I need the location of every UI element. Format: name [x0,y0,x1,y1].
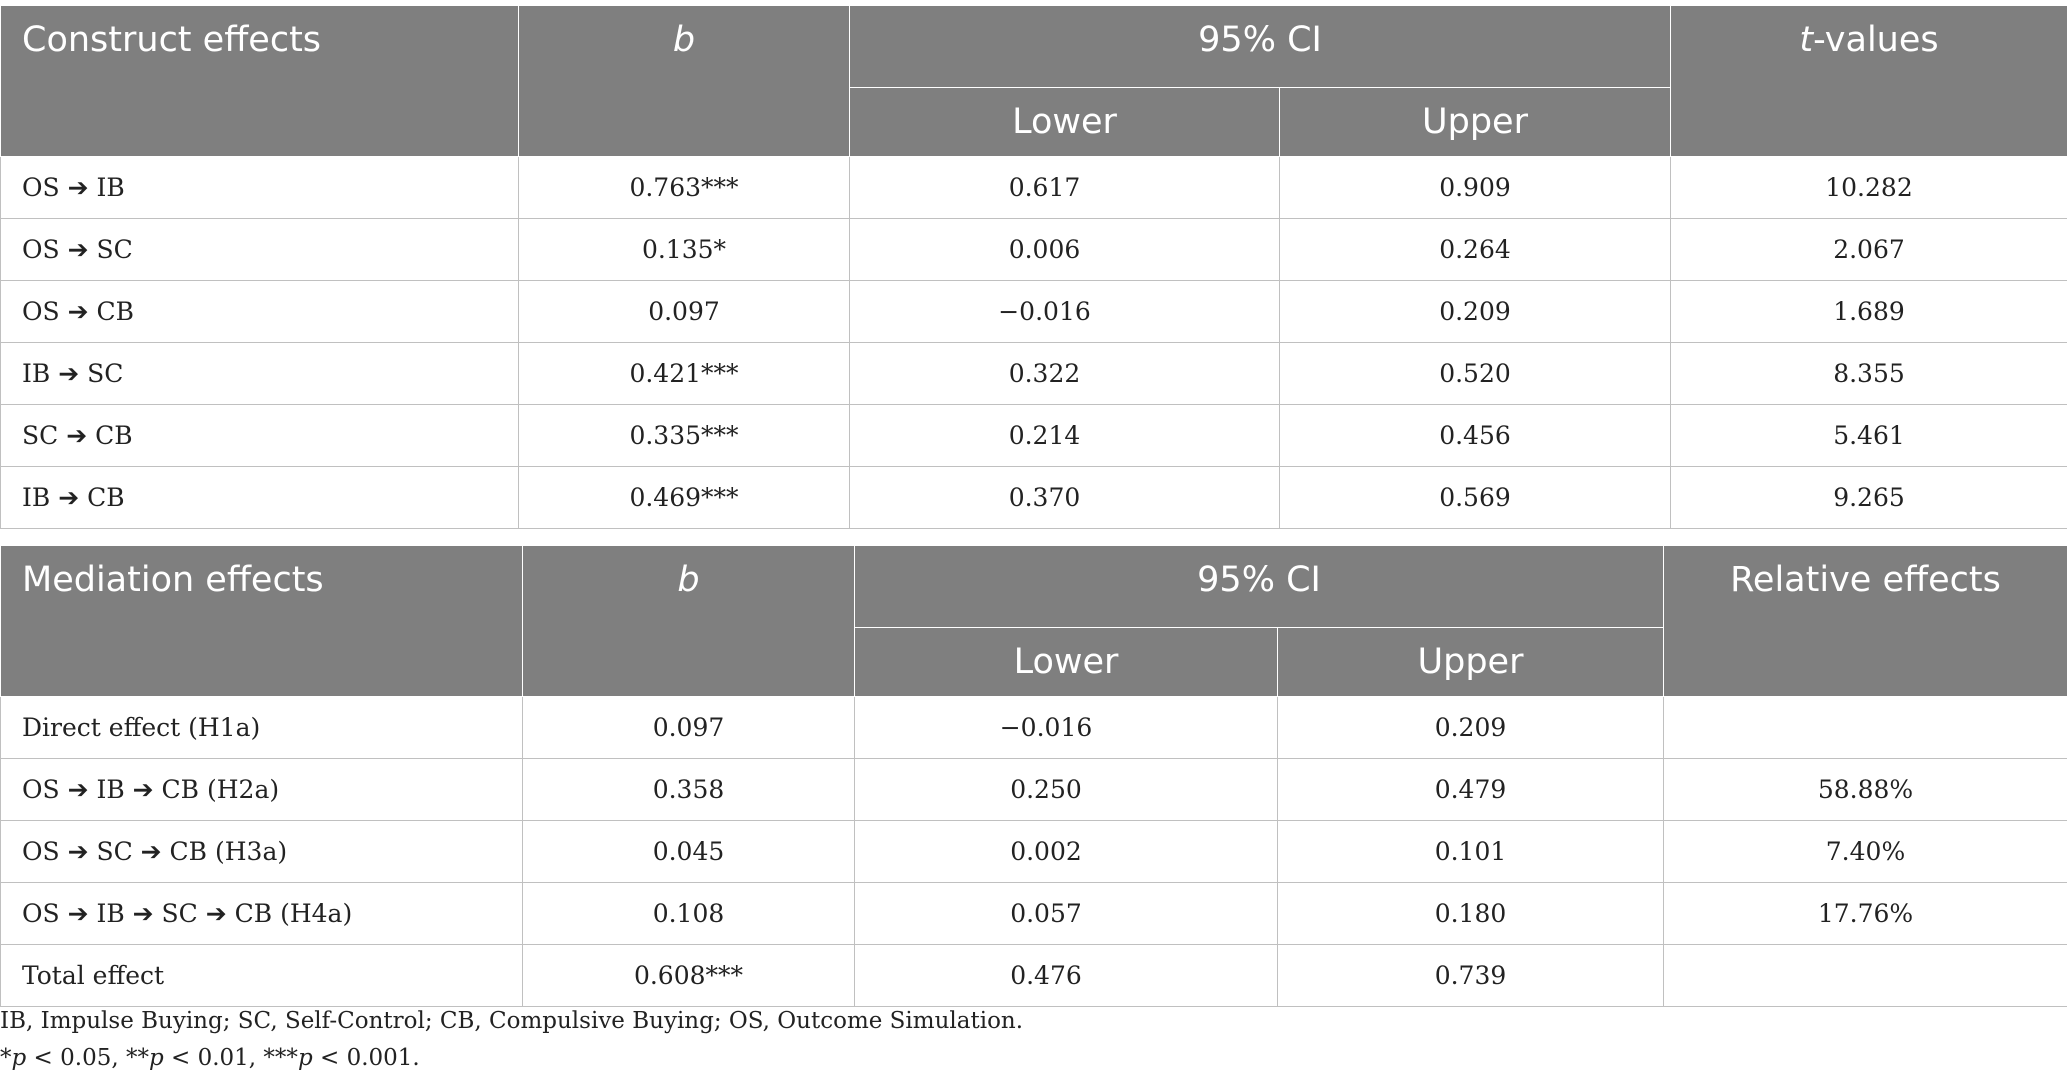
t-value: 5.461 [1670,404,2067,467]
upper-value: 0.569 [1279,466,1671,529]
table-row: OS ➔ IB 0.763*** 0.617 0.909 10.282 [0,156,2067,219]
construct-effects-table: Construct effects b 95% CI t-values Lowe… [0,5,2067,529]
table-row: Total effect 0.608*** 0.476 0.739 [0,944,2067,1007]
upper-value: 0.739 [1277,944,1664,1007]
lower-value: 0.370 [849,466,1280,529]
row-label: OS ➔ CB [0,280,519,343]
header-b: b [522,545,855,697]
relative-effect-value [1663,944,2067,1007]
table-row: OS ➔ IB ➔ CB (H2a) 0.358 0.250 0.479 58.… [0,758,2067,821]
upper-value: 0.101 [1277,820,1664,883]
relative-effect-value: 17.76% [1663,882,2067,945]
t-value: 8.355 [1670,342,2067,405]
b-value: 0.358 [522,758,855,821]
row-label: OS ➔ SC ➔ CB (H3a) [0,820,523,883]
upper-value: 0.209 [1277,696,1664,759]
b-value: 0.097 [522,696,855,759]
row-label: Direct effect (H1a) [0,696,523,759]
b-value: 0.108 [522,882,855,945]
b-value: 0.335*** [518,404,850,467]
row-label: OS ➔ IB ➔ CB (H2a) [0,758,523,821]
lower-value: 0.214 [849,404,1280,467]
row-label: SC ➔ CB [0,404,519,467]
b-value: 0.045 [522,820,855,883]
lower-value: −0.016 [849,280,1280,343]
row-label: IB ➔ CB [0,466,519,529]
relative-effect-value: 58.88% [1663,758,2067,821]
t-value: 9.265 [1670,466,2067,529]
header-lower: Lower [849,87,1280,157]
abbreviations-note: IB, Impulse Buying; SC, Self-Control; CB… [0,1008,1024,1034]
upper-value: 0.479 [1277,758,1664,821]
header-lower: Lower [854,627,1278,697]
lower-value: 0.057 [854,882,1278,945]
upper-value: 0.209 [1279,280,1671,343]
header-mediation-effects: Mediation effects [0,545,523,697]
table-row: OS ➔ SC 0.135* 0.006 0.264 2.067 [0,218,2067,281]
upper-value: 0.180 [1277,882,1664,945]
upper-value: 0.520 [1279,342,1671,405]
header-95-ci: 95% CI [849,5,1671,88]
lower-value: −0.016 [854,696,1278,759]
lower-value: 0.002 [854,820,1278,883]
t-value: 2.067 [1670,218,2067,281]
row-label: OS ➔ SC [0,218,519,281]
b-value: 0.763*** [518,156,850,219]
lower-value: 0.250 [854,758,1278,821]
lower-value: 0.617 [849,156,1280,219]
mediation-effects-table: Mediation effects b 95% CI Relative effe… [0,545,2067,1007]
table-row: SC ➔ CB 0.335*** 0.214 0.456 5.461 [0,404,2067,467]
row-label: Total effect [0,944,523,1007]
lower-value: 0.322 [849,342,1280,405]
table-row: OS ➔ SC ➔ CB (H3a) 0.045 0.002 0.101 7.4… [0,820,2067,883]
upper-value: 0.264 [1279,218,1671,281]
table-footnotes: IB, Impulse Buying; SC, Self-Control; CB… [0,1003,1023,1077]
table-row: OS ➔ IB ➔ SC ➔ CB (H4a) 0.108 0.057 0.18… [0,882,2067,945]
header-upper: Upper [1279,87,1671,157]
b-value: 0.421*** [518,342,850,405]
relative-effect-value [1663,696,2067,759]
header-upper: Upper [1277,627,1664,697]
header-relative-effects: Relative effects [1663,545,2067,697]
lower-value: 0.476 [854,944,1278,1007]
row-label: OS ➔ IB ➔ SC ➔ CB (H4a) [0,882,523,945]
b-value: 0.469*** [518,466,850,529]
table-row: IB ➔ SC 0.421*** 0.322 0.520 8.355 [0,342,2067,405]
table-row: Direct effect (H1a) 0.097 −0.016 0.209 [0,696,2067,759]
b-value: 0.608*** [522,944,855,1007]
b-value: 0.097 [518,280,850,343]
significance-note: *p < 0.05, **p < 0.01, ***p < 0.001. [0,1045,420,1071]
row-label: IB ➔ SC [0,342,519,405]
header-95-ci: 95% CI [854,545,1664,628]
table-row: OS ➔ CB 0.097 −0.016 0.209 1.689 [0,280,2067,343]
header-t-values: t-values [1670,5,2067,157]
lower-value: 0.006 [849,218,1280,281]
table-row: IB ➔ CB 0.469*** 0.370 0.569 9.265 [0,466,2067,529]
t-value: 10.282 [1670,156,2067,219]
b-value: 0.135* [518,218,850,281]
row-label: OS ➔ IB [0,156,519,219]
header-b: b [518,5,850,157]
upper-value: 0.909 [1279,156,1671,219]
header-construct-effects: Construct effects [0,5,519,157]
t-value: 1.689 [1670,280,2067,343]
relative-effect-value: 7.40% [1663,820,2067,883]
upper-value: 0.456 [1279,404,1671,467]
